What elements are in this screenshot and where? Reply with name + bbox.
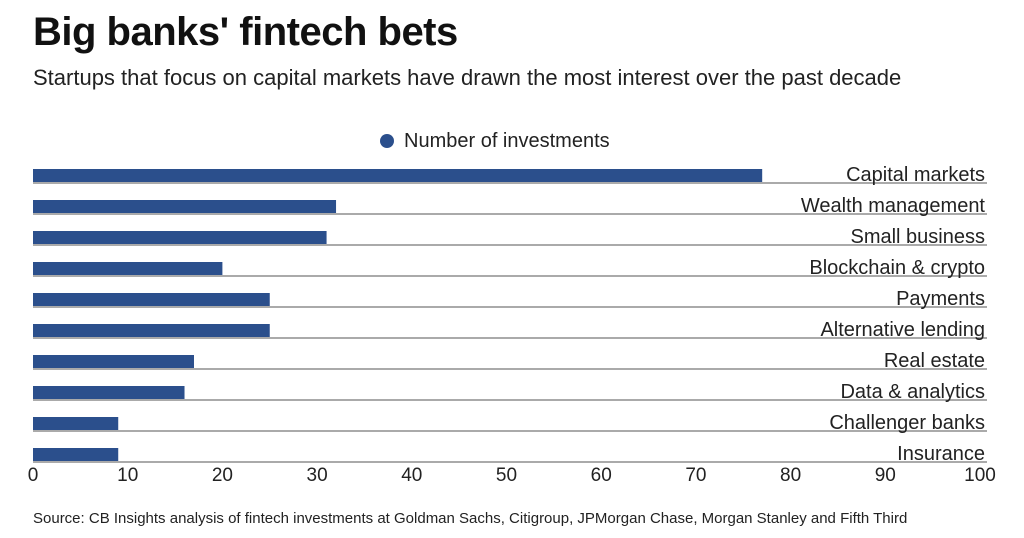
chart-subtitle: Startups that focus on capital markets h… [33, 65, 902, 90]
x-tick-label: 40 [401, 465, 422, 486]
x-tick-label: 80 [780, 465, 801, 486]
category-label-payments: Payments [896, 288, 985, 310]
bar-challenger-banks [33, 417, 119, 430]
x-tick-label: 0 [28, 465, 39, 486]
x-tick-label: 50 [496, 465, 517, 486]
category-label-capital-markets: Capital markets [846, 164, 985, 186]
category-label-real-estate: Real estate [884, 350, 985, 372]
category-label-wealth-management: Wealth management [801, 195, 986, 217]
category-label-data-analytics: Data & analytics [840, 381, 985, 403]
x-tick-label: 70 [685, 465, 706, 486]
legend: Number of investments [380, 129, 610, 153]
x-tick-label: 30 [307, 465, 328, 486]
bar-data-analytics [33, 386, 185, 399]
x-tick-label: 10 [117, 465, 138, 486]
x-tick-label: 100 [964, 465, 996, 486]
bar-wealth-management [33, 200, 337, 213]
legend-label-number-of-investments: Number of investments [404, 129, 610, 152]
bar-blockchain-crypto [33, 262, 223, 275]
category-label-insurance: Insurance [897, 443, 985, 465]
chart-title: Big banks' fintech bets [33, 10, 458, 54]
x-tick-label: 20 [212, 465, 233, 486]
bar-small-business [33, 231, 327, 244]
bar-real-estate [33, 355, 194, 368]
category-label-blockchain-crypto: Blockchain & crypto [809, 257, 985, 279]
bar-payments [33, 293, 270, 306]
bar-insurance [33, 448, 119, 461]
legend-swatch-number-of-investments [380, 134, 394, 148]
x-tick-label: 90 [875, 465, 896, 486]
category-label-alternative-lending: Alternative lending [820, 319, 985, 341]
bar-alternative-lending [33, 324, 270, 337]
category-label-small-business: Small business [850, 226, 985, 248]
bar-capital-markets [33, 169, 763, 182]
source-note: Source: CB Insights analysis of fintech … [33, 510, 908, 527]
category-label-challenger-banks: Challenger banks [829, 412, 985, 434]
x-tick-label: 60 [591, 465, 612, 486]
